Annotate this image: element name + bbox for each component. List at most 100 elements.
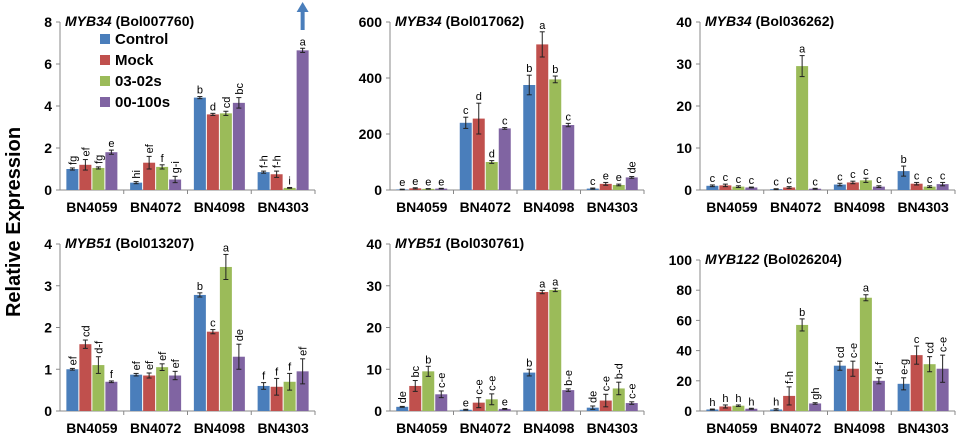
chart-title: MYB51 (Bol013207) xyxy=(65,235,194,251)
y-tick-label: 400 xyxy=(359,70,383,86)
significance-label: cd xyxy=(925,342,937,354)
significance-label: g-i xyxy=(170,161,182,173)
significance-label: h xyxy=(773,397,779,409)
bar-00-100s xyxy=(105,381,118,411)
significance-label: e xyxy=(502,396,508,408)
bar-mock xyxy=(409,385,422,411)
y-tick-label: 10 xyxy=(366,361,382,377)
significance-label: c xyxy=(566,111,572,123)
y-tick-label: 20 xyxy=(676,373,692,389)
bar-mock xyxy=(143,162,156,190)
bar-03-02s xyxy=(485,162,498,190)
significance-label: cd xyxy=(835,347,847,359)
bar-mock xyxy=(79,164,92,190)
bar-control xyxy=(523,85,536,190)
bar-00-100s xyxy=(232,356,245,411)
y-tick-label: 2 xyxy=(44,320,52,336)
y-tick-label: 60 xyxy=(676,312,692,328)
bar-mock xyxy=(910,355,923,411)
bar-control xyxy=(66,369,79,411)
y-tick-label: 4 xyxy=(44,236,52,252)
bar-mock xyxy=(846,368,859,411)
significance-label: e xyxy=(412,176,418,188)
significance-label: de xyxy=(234,329,246,341)
significance-label: d-f xyxy=(93,340,105,354)
bar-00-100s xyxy=(625,403,638,411)
chart-title-id: (Bol013207) xyxy=(112,235,194,251)
x-tick-label: BN4072 xyxy=(130,420,182,436)
legend-swatch-03-02s xyxy=(100,76,110,86)
x-tick-label: BN4072 xyxy=(460,420,512,436)
significance-label: ef xyxy=(298,346,310,356)
significance-label: a xyxy=(552,276,559,288)
significance-label: c xyxy=(940,170,946,182)
significance-label: c-e xyxy=(474,379,486,394)
x-tick-label: BN4098 xyxy=(523,420,575,436)
bar-03-02s xyxy=(92,167,105,190)
significance-label: b xyxy=(901,154,907,166)
bar-00-100s xyxy=(562,390,575,411)
significance-label: c xyxy=(914,334,920,346)
bar-03-02s xyxy=(156,166,169,190)
significance-label: b xyxy=(197,281,203,293)
y-tick-label: 80 xyxy=(676,282,692,298)
y-tick-label: 0 xyxy=(684,403,692,419)
significance-label: f xyxy=(288,361,292,373)
significance-label: d xyxy=(489,149,495,161)
significance-label: f-h xyxy=(272,155,284,168)
bar-mock xyxy=(270,174,283,190)
significance-label: bc xyxy=(410,365,422,377)
bar-mock xyxy=(472,118,485,190)
bar-control xyxy=(66,169,79,190)
chart-title-id: (Bol007760) xyxy=(112,13,194,29)
chart-title-gene: MYB51 xyxy=(65,235,112,251)
y-tick-label: 20 xyxy=(676,98,692,114)
bar-00-100s xyxy=(498,128,511,190)
significance-label: d xyxy=(476,91,482,103)
significance-label: e xyxy=(108,138,114,150)
legend-label: Mock xyxy=(115,52,154,69)
significance-label: c xyxy=(850,169,856,181)
significance-label: a xyxy=(300,36,307,48)
significance-label: c xyxy=(837,171,843,183)
significance-label: c-e xyxy=(848,343,860,358)
significance-label: c xyxy=(736,174,742,186)
legend: Control Mock 03-02s 00-100s xyxy=(100,31,170,111)
bar-00-100s xyxy=(296,50,309,190)
bar-03-02s xyxy=(549,289,562,411)
significance-label: c xyxy=(723,172,729,184)
significance-label: h xyxy=(709,397,715,409)
y-tick-label: 40 xyxy=(676,343,692,359)
significance-label: b xyxy=(799,307,805,319)
significance-label: cd xyxy=(221,97,233,109)
x-tick-label: BN4098 xyxy=(834,199,886,215)
significance-label: h xyxy=(722,393,728,405)
bar-00-100s xyxy=(169,375,182,411)
bar-03-02s xyxy=(859,297,872,411)
x-tick-label: BN4059 xyxy=(66,199,118,215)
legend-label: 03-02s xyxy=(115,73,162,90)
y-tick-label: 100 xyxy=(669,252,693,268)
bar-03-02s xyxy=(283,187,296,190)
significance-label: c xyxy=(914,170,920,182)
significance-label: fg xyxy=(67,156,79,165)
bar-00-100s xyxy=(936,184,949,190)
significance-label: e xyxy=(399,177,405,189)
significance-label: h xyxy=(735,393,741,405)
x-tick-label: BN4059 xyxy=(66,420,118,436)
significance-label: de xyxy=(588,391,600,403)
significance-label: f xyxy=(161,153,165,165)
x-tick-label: BN4098 xyxy=(194,199,246,215)
significance-label: ef xyxy=(170,358,182,368)
significance-label: f xyxy=(275,366,279,378)
chart-title-gene: MYB34 xyxy=(395,13,442,29)
bar-03-02s xyxy=(612,184,625,190)
x-tick-label: BN4098 xyxy=(523,199,575,215)
bar-control xyxy=(257,172,270,190)
x-tick-label: BN4303 xyxy=(587,420,639,436)
bar-control xyxy=(130,182,143,190)
significance-label: c xyxy=(502,116,508,128)
bar-mock xyxy=(536,292,549,411)
bar-00-100s xyxy=(872,186,885,190)
